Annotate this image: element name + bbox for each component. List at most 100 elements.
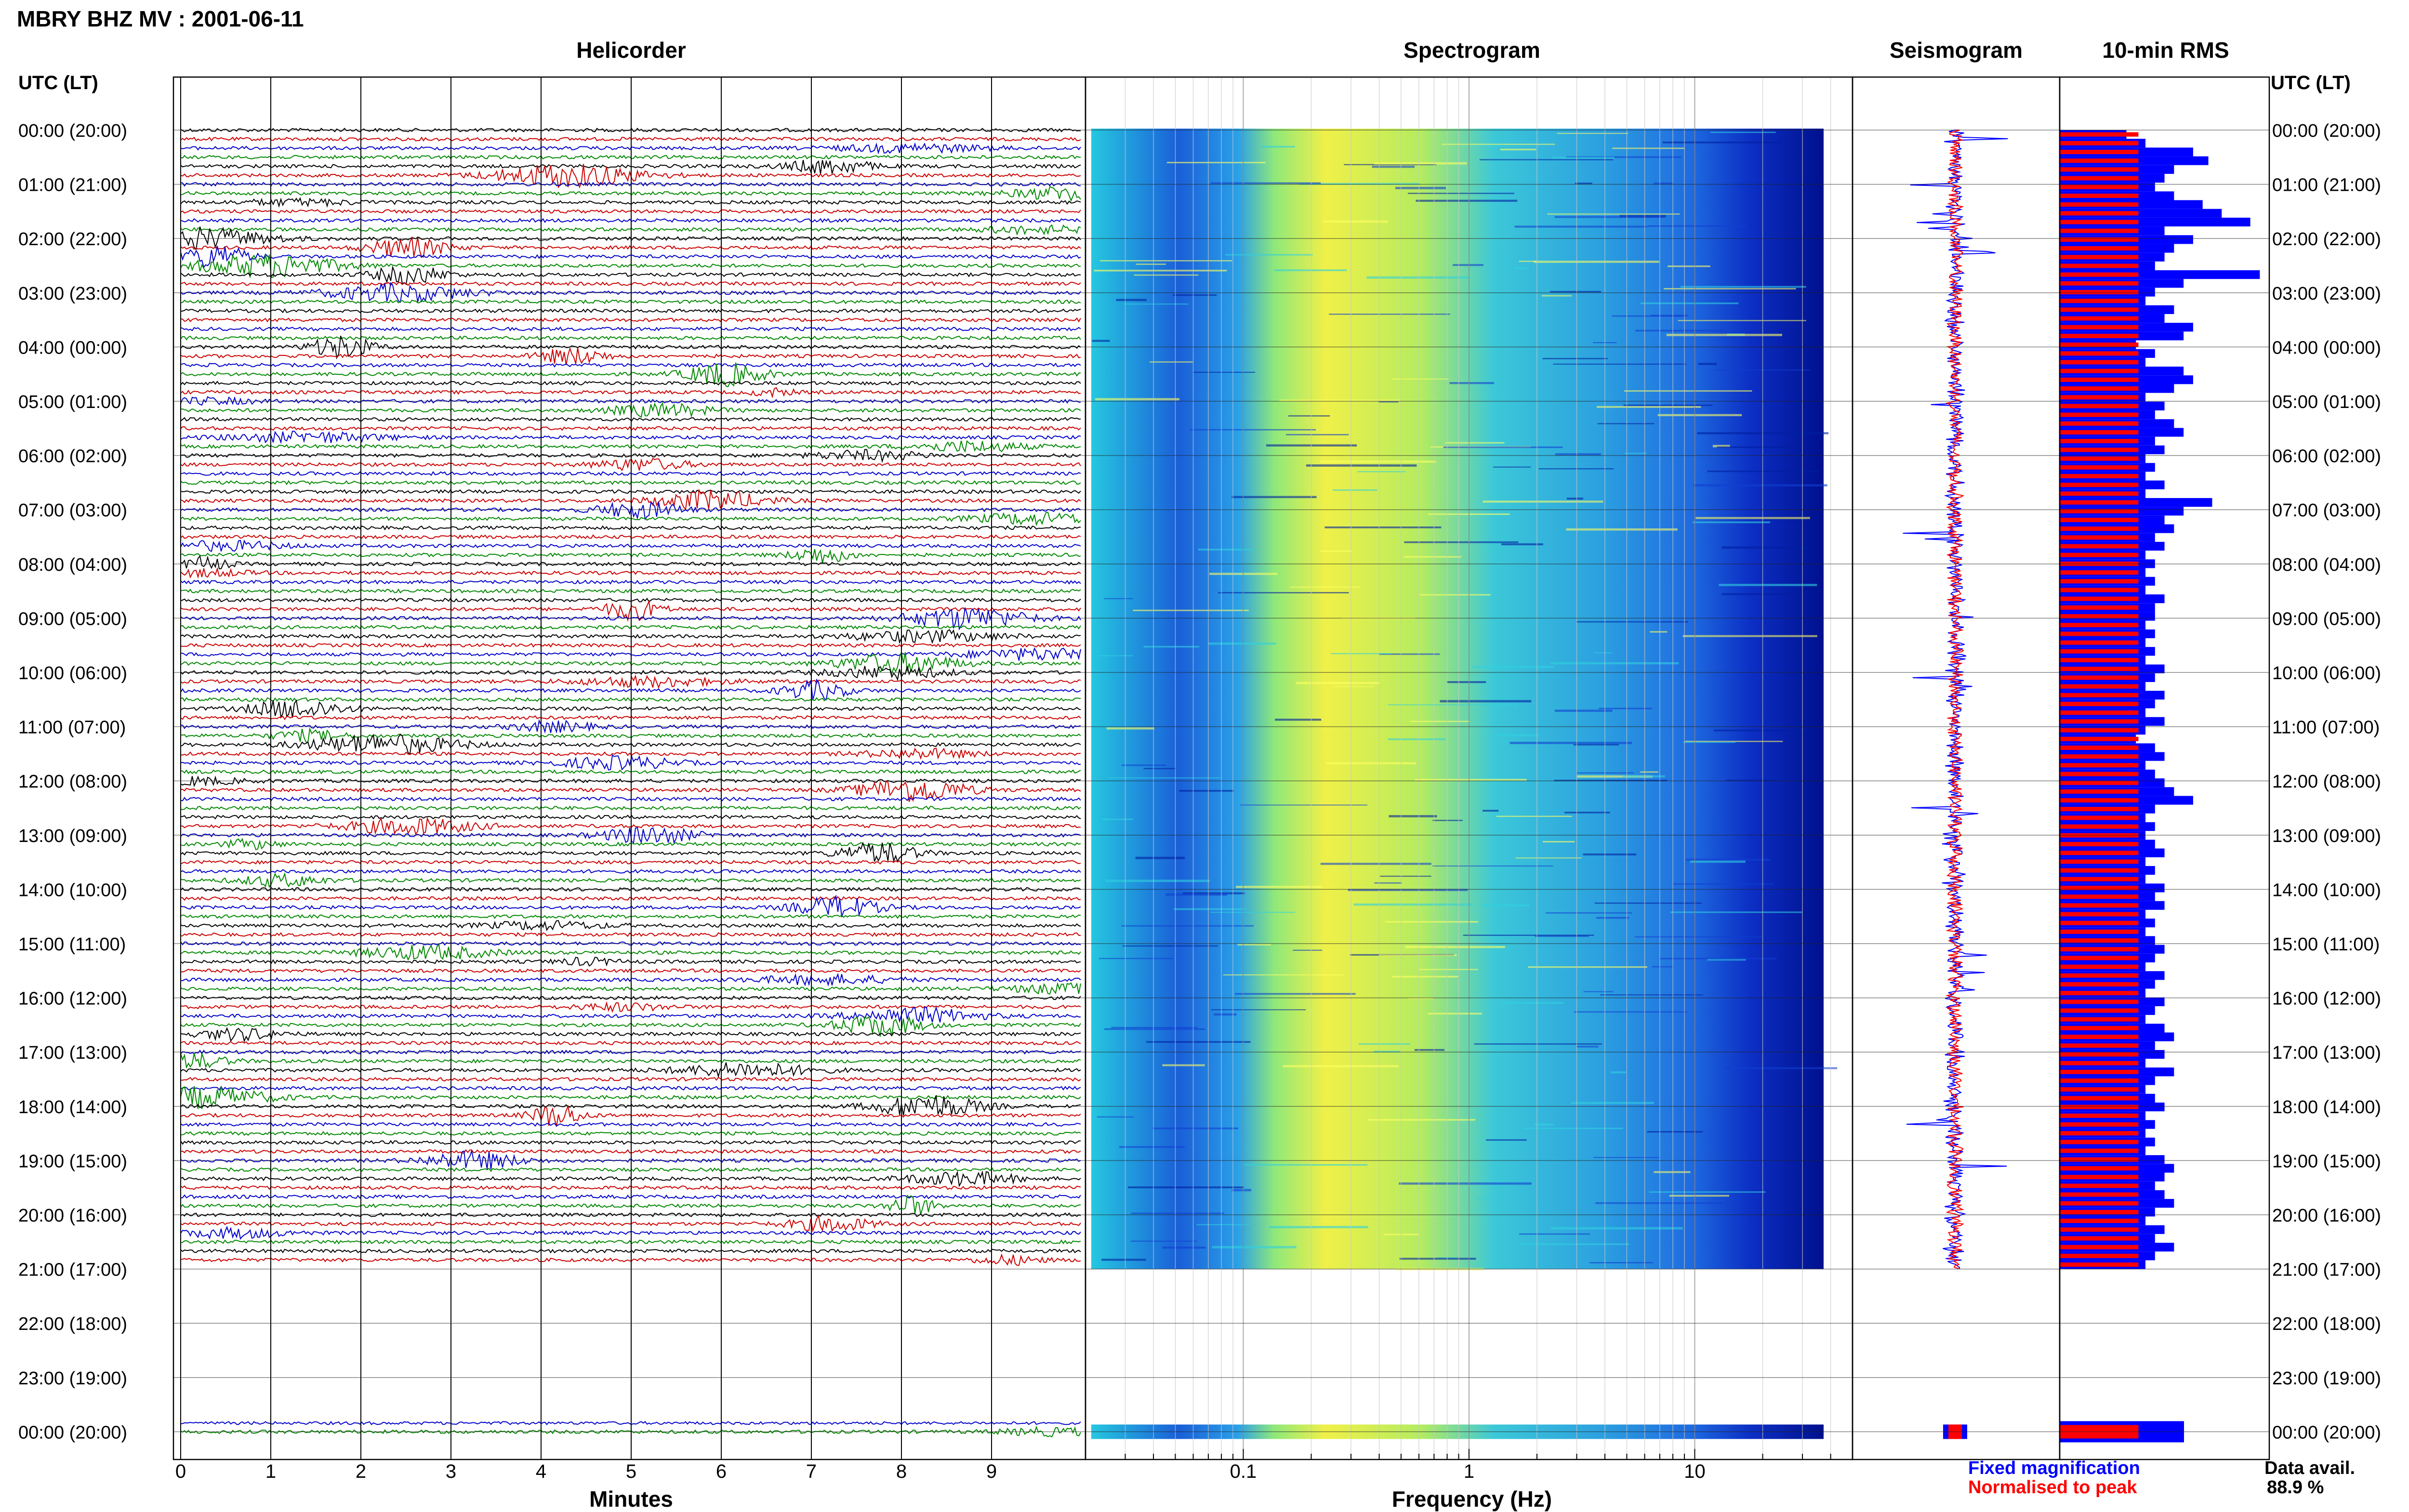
spectrogram-streak [1571,1102,1654,1104]
time-label-left: 19:00 (15:00) [18,1151,127,1171]
spectrogram-streak [1099,958,1174,960]
helicorder-trace [180,1053,1081,1069]
minute-tick-label: 1 [265,1461,276,1482]
minute-tick-label: 8 [896,1461,907,1482]
helicorder-trace [180,968,1081,973]
spectrogram-streak [1124,303,1189,305]
spectrogram-streak [1453,264,1483,266]
helicorder-trace [180,643,1081,648]
spectrogram-streak [1136,263,1166,265]
spectrogram-streak [1385,921,1479,923]
spectrogram-streak [1635,936,1762,938]
rms-bar-normalised [2060,1026,2139,1030]
helicorder-trace [180,1006,1081,1024]
spectrogram-streak [1135,856,1185,859]
spectrogram-streak [1146,1041,1251,1043]
spectrogram-streak [1693,521,1770,524]
spectrogram-streak [1332,489,1377,491]
rms-bar-normalised [2060,351,2139,356]
rms-bar-normalised [2060,736,2139,741]
helicorder-trace [180,816,1081,836]
rms-bar-normalised [2060,167,2139,172]
time-label-left: 15:00 (11:00) [18,934,126,955]
helicorder-trace [180,781,1081,802]
rms-bar-normalised [2060,307,2139,312]
rms-bar-normalised [2060,868,2139,873]
spectrogram-streak [1625,452,1647,454]
rms-bar-normalised [2060,649,2139,654]
spectrogram-streak [1712,445,1730,447]
spectrogram-streak [1279,399,1401,402]
spectrogram-streak [1183,892,1245,894]
time-label-right: 21:00 (17:00) [2272,1260,2381,1280]
rms-bar-normalised [2060,360,2139,365]
spectrogram-streak [1261,145,1295,148]
rms-bar-normalised [2060,456,2139,461]
spectrogram-streak [1134,274,1199,276]
axes-layer: 00:00 (20:00) 00:00 (20:00) 01:00 (21:00) 0… [18,76,2381,1482]
helicorder-trace [180,1062,1081,1078]
rms-bar-normalised [2060,377,2139,382]
spectrogram-streak [1094,269,1227,272]
rms-bar-normalised [2060,640,2139,645]
time-label-left: 06:00 (02:00) [18,447,127,467]
rms-bar-normalised [2060,483,2139,487]
spectrogram-streak [1106,727,1154,730]
rms-bar-normalised [2060,158,2139,163]
spectrogram-streak [1162,1064,1205,1066]
rms-bar-normalised [2060,675,2139,680]
spectrogram-streak [1380,875,1431,877]
spectrogram-streak [1408,998,1433,999]
helicorder-trace [180,599,1081,622]
spectrogram-streak [1693,484,1827,486]
seismogram-panel [1903,130,2008,1439]
helicorder-trace [180,317,1081,323]
spectrogram-streak [1549,290,1602,293]
helicorder-trace [180,579,1081,585]
spectrogram-streak [1101,1259,1146,1261]
utc-left-header: UTC (LT) [18,72,98,93]
spectrogram-streak [1211,1009,1306,1011]
spectrogram-streak [1095,398,1180,401]
helicorder-trace [180,859,1081,865]
helicorder-trace [180,159,1081,174]
helicorder-trace [180,734,1081,755]
rms-frame [2059,76,2270,1460]
helicorder-panel [180,77,1081,1459]
helicorder-trace [180,715,1081,721]
time-label-left: 11:00 (07:00) [18,718,126,738]
spectrogram-streak [1236,886,1323,888]
time-label-left: 01:00 (21:00) [18,175,127,196]
rms-bar-normalised [2060,491,2139,496]
spectrogram-streak [1714,729,1808,732]
time-label-left: 00:00 (20:00) [18,1422,127,1443]
rms-bar-normalised [2060,754,2139,759]
helicorder-trace [180,431,1081,445]
spectrogram-streak [1446,681,1486,684]
rms-bar-normalised [2060,1035,2139,1039]
spectrogram-streak [1594,902,1702,904]
spectrogram-streak [1283,1065,1399,1067]
spectrogram-streak [1143,645,1200,648]
helicorder-trace [180,224,1081,236]
spectrogram-streak [1576,1046,1599,1048]
spectrogram-streak [1583,853,1637,855]
spectrogram-streak [1174,908,1246,910]
rms-bar-normalised [2060,1183,2139,1188]
rms-bar-normalised [2060,798,2139,803]
minute-tick-label: 4 [536,1461,546,1482]
helicorder-trace [180,136,1081,142]
spectrogram-panel [1085,77,1853,1459]
time-label-left: 21:00 (17:00) [18,1260,127,1280]
time-label-left: 02:00 (22:00) [18,229,127,250]
spectrogram-streak [1269,1226,1368,1228]
spectrogram-streak [1165,893,1227,896]
rms-bar-normalised [2060,956,2139,960]
spectrogram-streak [1678,320,1806,321]
helicorder-trace [180,1420,1081,1425]
spectrogram-streak [1654,182,1674,184]
spectrogram-streak [1566,528,1678,531]
spectrogram-streak [1596,917,1629,919]
spectrogram-streak [1597,423,1655,424]
frequency-axis-label: Frequency (Hz) [1392,1486,1552,1512]
